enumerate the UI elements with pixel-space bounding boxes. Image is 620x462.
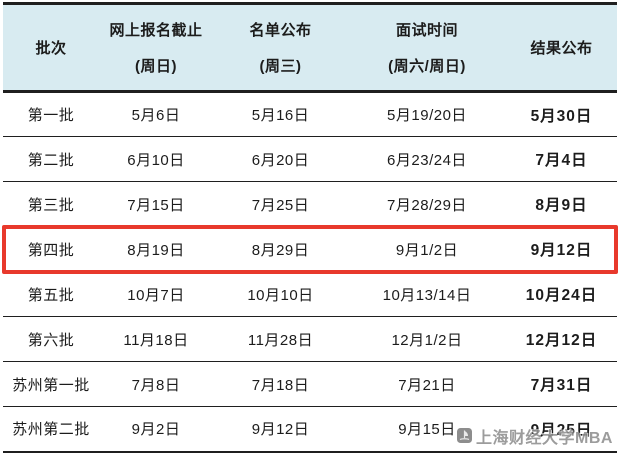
- cell-result: 7月4日: [535, 152, 588, 169]
- cell-batch: 第二批: [27, 151, 75, 169]
- cell-batch: 第六批: [27, 331, 75, 349]
- header-list-announcement: 名单公布 (周三): [213, 4, 348, 92]
- header-result-label: 结果公布: [530, 40, 593, 57]
- cell-registration: 8月19日: [127, 241, 185, 259]
- cell-registration: 6月10日: [127, 151, 185, 169]
- cell-interview: 10月13/14日: [382, 286, 472, 304]
- table-row: 第一批 5月6日 5月16日 5月19/20日 5月30日: [3, 92, 617, 137]
- header-registration-deadline: 网上报名截止 (周日): [99, 4, 213, 92]
- cell-list: 11月28日: [247, 331, 314, 349]
- cell-batch: 第一批: [27, 107, 75, 124]
- cell-interview: 9月15日: [398, 421, 456, 439]
- cell-batch: 苏州第二批: [12, 421, 90, 439]
- cell-list: 10月10日: [247, 286, 314, 304]
- cell-batch: 第四批: [27, 241, 75, 259]
- cell-result: 5月30日: [530, 107, 593, 125]
- table-row: 第二批 6月10日 6月20日 6月23/24日 7月4日: [3, 136, 617, 182]
- table-row: 第六批 11月18日 11月28日 12月1/2日 12月12日: [3, 316, 617, 362]
- cell-result: 12月12日: [525, 332, 598, 349]
- cell-registration: 5月6日: [131, 107, 181, 124]
- cell-batch: 第五批: [27, 286, 75, 304]
- cell-interview: 7月28/29日: [387, 196, 467, 214]
- table-row: 第五批 10月7日 10月10日 10月13/14日 10月24日: [3, 271, 617, 317]
- header-list-line2: (周三): [259, 58, 302, 75]
- cell-result: 10月24日: [525, 287, 598, 304]
- header-registration-line2: (周日): [135, 58, 177, 75]
- header-row: 批次 网上报名截止 (周日) 名单公布 (周三) 面试时间 (周六/周日): [3, 3, 617, 92]
- cell-result: 9月25日: [530, 421, 593, 439]
- header-batch: 批次: [3, 4, 99, 92]
- cell-batch: 苏州第一批: [12, 376, 90, 394]
- cell-result: 7月31日: [530, 377, 593, 394]
- header-registration-line1: 网上报名截止: [109, 22, 203, 39]
- cell-registration: 10月7日: [127, 286, 185, 304]
- cell-registration: 7月15日: [127, 196, 185, 214]
- schedule-table: 批次 网上报名截止 (周日) 名单公布 (周三) 面试时间 (周六/周日): [2, 2, 618, 453]
- cell-list: 8月29日: [251, 241, 310, 259]
- table-row: 苏州第二批 9月2日 9月12日 9月15日 9月25日: [3, 406, 617, 452]
- cell-interview: 12月1/2日: [391, 331, 463, 349]
- cell-interview: 6月23/24日: [387, 151, 467, 169]
- cell-registration: 9月2日: [131, 421, 181, 439]
- cell-list: 7月25日: [251, 196, 310, 214]
- header-list-line1: 名单公布: [249, 22, 312, 39]
- table-row: 第三批 7月15日 7月25日 7月28/29日 8月9日: [3, 181, 617, 227]
- cell-result: 9月12日: [530, 242, 593, 259]
- cell-list: 5月16日: [251, 107, 310, 124]
- table-row: 苏州第一批 7月8日 7月18日 7月21日 7月31日: [3, 361, 617, 407]
- header-interview-line1: 面试时间: [395, 22, 458, 39]
- cell-registration: 7月8日: [131, 376, 181, 394]
- cell-batch: 第三批: [27, 196, 75, 214]
- table-row: 第四批 8月19日 8月29日 9月1/2日 9月12日: [3, 226, 617, 272]
- cell-interview: 7月21日: [398, 376, 456, 394]
- cell-result: 8月9日: [535, 197, 588, 214]
- header-interview-line2: (周六/周日): [388, 58, 466, 75]
- cell-list: 9月12日: [251, 421, 310, 439]
- schedule-table-grid: 批次 网上报名截止 (周日) 名单公布 (周三) 面试时间 (周六/周日): [3, 2, 617, 453]
- cell-interview: 9月1/2日: [395, 241, 459, 259]
- header-batch-label: 批次: [35, 40, 67, 57]
- cell-list: 6月20日: [251, 151, 310, 169]
- cell-list: 7月18日: [251, 376, 310, 394]
- cell-registration: 11月18日: [123, 331, 189, 349]
- header-interview-time: 面试时间 (周六/周日): [348, 4, 506, 92]
- cell-interview: 5月19/20日: [387, 107, 467, 124]
- header-result: 结果公布: [506, 4, 617, 92]
